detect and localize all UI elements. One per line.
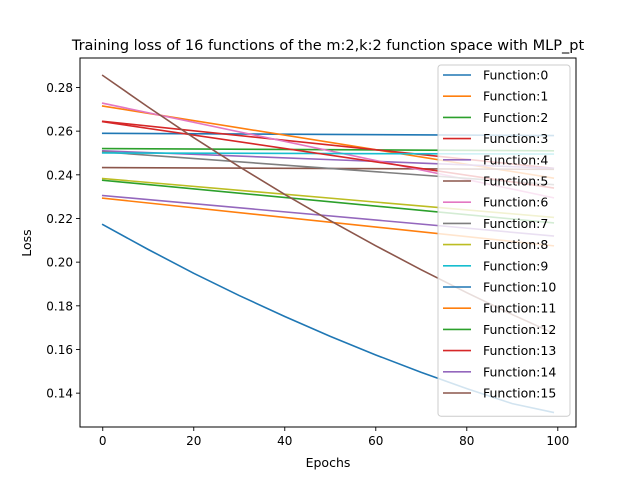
legend-label: Function:0 — [483, 68, 548, 83]
y-tick-label: 0.18 — [46, 299, 73, 313]
x-tick-label: 20 — [186, 434, 201, 448]
x-tick-label: 40 — [277, 434, 292, 448]
legend-label: Function:3 — [483, 131, 548, 146]
y-tick-label: 0.24 — [46, 168, 73, 182]
x-tick-label: 60 — [368, 434, 383, 448]
legend-label: Function:2 — [483, 110, 548, 125]
x-tick-label: 80 — [459, 434, 474, 448]
y-tick-label: 0.20 — [46, 256, 73, 270]
y-tick-label: 0.16 — [46, 343, 73, 357]
legend-box — [437, 64, 571, 417]
legend-label: Function:8 — [483, 237, 548, 252]
y-tick-label: 0.14 — [46, 387, 73, 401]
chart-title: Training loss of 16 functions of the m:2… — [71, 38, 585, 54]
x-tick-label: 0 — [99, 434, 107, 448]
legend-label: Function:1 — [483, 89, 548, 104]
legend-label: Function:13 — [483, 343, 556, 358]
legend-label: Function:4 — [483, 152, 548, 167]
x-axis-label: Epochs — [306, 455, 351, 470]
legend-label: Function:9 — [483, 258, 548, 273]
y-tick-label: 0.28 — [46, 81, 73, 95]
x-tick-label: 100 — [546, 434, 569, 448]
legend-label: Function:12 — [483, 322, 556, 337]
legend-label: Function:10 — [483, 280, 556, 295]
y-axis-ticks: 0.14 0.16 0.18 0.20 0.22 0.24 0.26 0.28 — [46, 81, 80, 401]
y-tick-label: 0.26 — [46, 125, 73, 139]
legend: Function:0 Function:1 Function:2 Function:3… — [437, 64, 571, 417]
legend-label: Function:7 — [483, 216, 548, 231]
y-tick-label: 0.22 — [46, 212, 73, 226]
y-axis-label: Loss — [19, 229, 34, 256]
legend-label: Function:6 — [483, 195, 548, 210]
legend-label: Function:15 — [483, 386, 556, 401]
legend-label: Function:11 — [483, 301, 556, 316]
legend-label: Function:5 — [483, 174, 548, 189]
legend-label: Function:14 — [483, 364, 556, 379]
x-axis-ticks: 0 20 40 60 80 100 — [99, 427, 569, 448]
plot-area-frame — [79, 57, 577, 428]
